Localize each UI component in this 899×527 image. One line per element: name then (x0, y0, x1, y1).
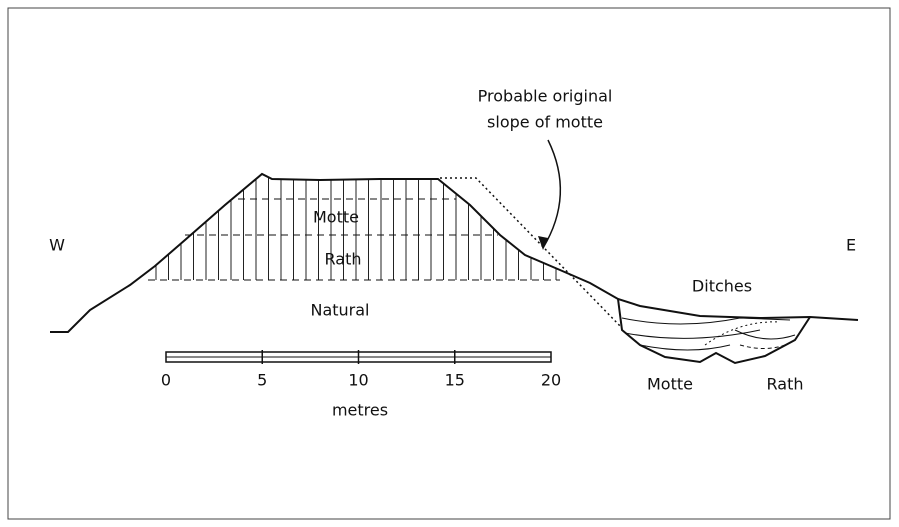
label: Motte (313, 208, 359, 227)
ditch-fill (621, 317, 796, 351)
ditch (617, 298, 811, 365)
arrowhead (538, 236, 548, 250)
annotation: Probable original (478, 87, 613, 106)
scale-ticks: 0 5 10 15 20 (161, 350, 561, 390)
label: E (846, 236, 856, 255)
scale-label: 0 (161, 371, 171, 390)
ground-profile (50, 172, 859, 333)
scale-label: 20 (541, 371, 561, 390)
scale-label: 10 (348, 371, 368, 390)
label: Rath (325, 250, 362, 269)
label: Motte (647, 375, 693, 394)
hatching (155, 177, 557, 280)
scale-label: 5 (257, 371, 267, 390)
frame (7, 7, 891, 520)
scale-label: 15 (445, 371, 465, 390)
layer-lines (148, 198, 560, 281)
label: Natural (310, 301, 369, 320)
scale-unit: metres (332, 401, 388, 420)
arrow (542, 139, 562, 249)
original-slope (440, 177, 623, 329)
annotation: slope of motte (487, 113, 603, 132)
label: W (49, 236, 65, 255)
label: Rath (767, 375, 804, 394)
label: Ditches (692, 277, 752, 296)
